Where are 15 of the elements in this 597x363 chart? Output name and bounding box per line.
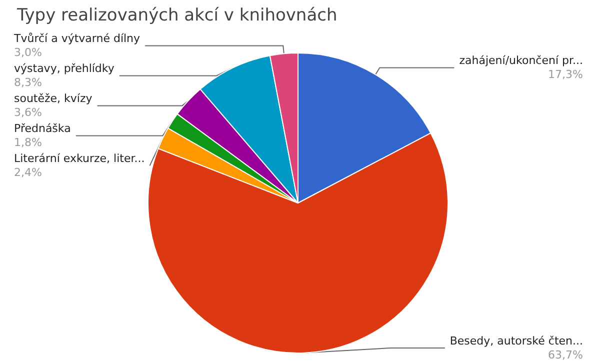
slice-label: soutěže, kvízy — [14, 92, 93, 106]
chart-title: Typy realizovaných akcí v knihovnách — [16, 6, 338, 26]
data-label: 63,7% — [548, 348, 583, 362]
slice-label: výstavy, přehlídky — [14, 62, 115, 76]
data-label: 8,3% — [14, 76, 42, 90]
data-label: 3,0% — [14, 46, 42, 60]
slice-label: Tvůrčí a výtvarné dílny — [13, 32, 141, 46]
data-label: 1,8% — [14, 136, 42, 150]
slice-label: Literární exkurze, liter... — [14, 152, 145, 166]
data-label: 17,3% — [548, 68, 583, 82]
slice-label: Besedy, autorské čten... — [450, 334, 583, 348]
data-label: 2,4% — [14, 166, 42, 180]
slice-label: Přednáška — [14, 122, 71, 136]
slice-label: zahájení/ukončení pr... — [459, 54, 583, 68]
data-label: 3,6% — [14, 106, 42, 120]
